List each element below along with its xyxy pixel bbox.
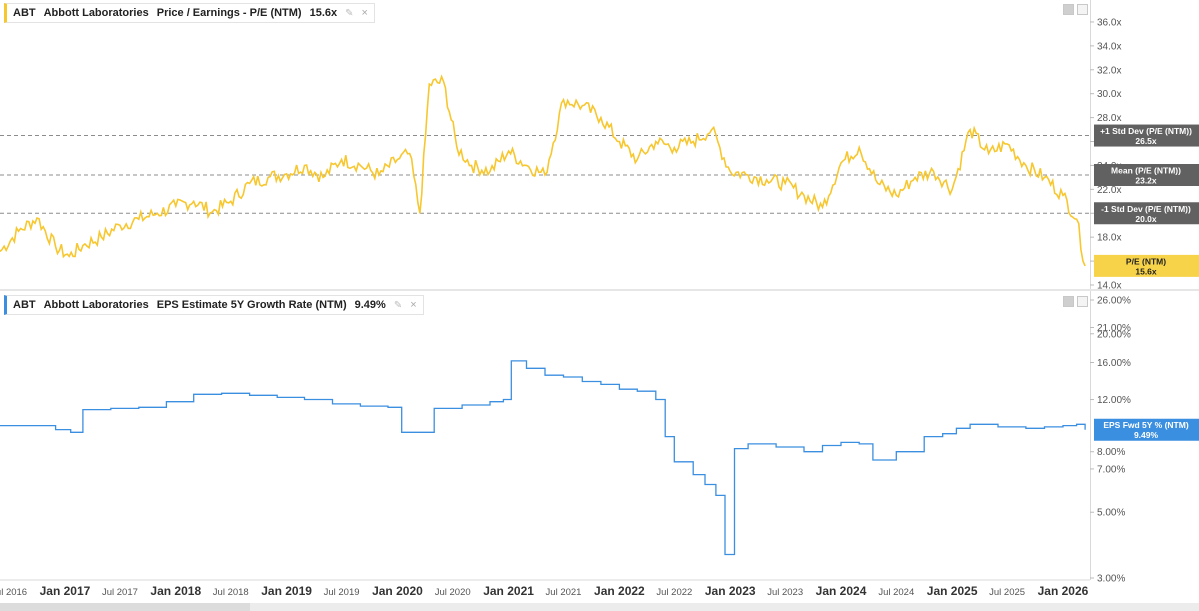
mean-label-title: Mean (P/E (NTM)) [1111, 166, 1181, 176]
x-tick-label: Jul 2022 [656, 587, 692, 598]
pe-current-value: 15.6x [309, 7, 338, 19]
scrollbar-thumb[interactable] [0, 603, 250, 611]
minus-1-std-label-box [1094, 202, 1199, 225]
horizontal-scrollbar[interactable] [0, 603, 1199, 611]
mean-label-value: 23.2x [1135, 176, 1157, 186]
eps-y-tick-label: 3.00% [1097, 574, 1125, 585]
pe-ticker: ABT [13, 7, 36, 19]
eps-current-label-value: 9.49% [1134, 430, 1159, 440]
eps-current-label-box [1094, 418, 1199, 441]
x-tick-label: Jan 2019 [261, 584, 312, 598]
plus-1-std-label-box [1094, 124, 1199, 147]
pe-settings-icon[interactable]: ✎ [345, 7, 354, 19]
pe-panel-tools [1063, 4, 1088, 15]
x-tick-label: Jan 2026 [1038, 584, 1089, 598]
pe-y-tick-label: 28.0x [1097, 113, 1121, 124]
pe-add-icon[interactable] [1063, 4, 1074, 15]
x-tick-label: Jul 2023 [767, 587, 803, 598]
x-tick-label: Jan 2022 [594, 584, 645, 598]
eps-close-icon[interactable]: × [410, 299, 417, 311]
eps-y-tick-label: 12.00% [1097, 395, 1131, 406]
mean-label-box [1094, 164, 1199, 186]
x-tick-label: Jan 2021 [483, 584, 534, 598]
x-tick-label: Jan 2018 [150, 584, 201, 598]
x-tick-label: Jul 2018 [213, 587, 249, 598]
pe-metric-name: Price / Earnings - P/E (NTM) [156, 7, 302, 19]
pe-current-label-box [1094, 254, 1199, 277]
pe-chart-layer: 14.0x16.0x18.0x20.0x22.0x24.0x26.0x28.0x… [0, 17, 1199, 292]
pe-close-icon[interactable]: × [361, 7, 368, 19]
eps-add-icon[interactable] [1063, 296, 1074, 307]
eps-expand-icon[interactable] [1077, 296, 1088, 307]
eps-series-line [0, 360, 1086, 556]
eps-y-tick-label: 16.00% [1097, 358, 1131, 369]
pe-series-header[interactable]: ABT Abbott Laboratories Price / Earnings… [4, 3, 375, 23]
pe-current-label-value: 15.6x [1135, 266, 1157, 276]
eps-y-tick-label: 21.00% [1097, 323, 1131, 334]
pe-company-name: Abbott Laboratories [43, 7, 149, 19]
pe-current-label-title: P/E (NTM) [1126, 256, 1166, 266]
x-tick-label: Jul 2017 [102, 587, 138, 598]
eps-panel-tools [1063, 296, 1088, 307]
eps-series-header[interactable]: ABT Abbott Laboratories EPS Estimate 5Y … [4, 295, 424, 315]
eps-growth-chart-panel [0, 291, 1091, 580]
x-axis: Jul 2016 Jan 2017 Jul 2017 Jan 2018 Jul 2018… [0, 579, 1090, 598]
pe-expand-icon[interactable] [1077, 4, 1088, 15]
eps-y-tick-label: 7.00% [1097, 464, 1125, 475]
eps-metric-name: EPS Estimate 5Y Growth Rate (NTM) [156, 299, 347, 311]
pe-y-tick-label: 36.0x [1097, 17, 1121, 28]
eps-y-tick-label: 8.00% [1097, 447, 1125, 458]
panel-divider[interactable] [0, 289, 1199, 291]
x-tick-label: Jul 2021 [546, 587, 582, 598]
x-tick-label: Jan 2020 [372, 584, 423, 598]
eps-current-label-title: EPS Fwd 5Y % (NTM) [1103, 420, 1188, 430]
x-tick-label: Jul 2019 [324, 587, 360, 598]
x-tick-label: Jul 2016 [0, 587, 27, 598]
pe-series-line [0, 74, 1086, 267]
pe-y-tick-label: 34.0x [1097, 41, 1121, 52]
eps-y-tick-label: 26.00% [1097, 296, 1131, 307]
pe-y-tick-label: 14.0x [1097, 281, 1121, 292]
eps-company-name: Abbott Laboratories [43, 299, 149, 311]
plus-1-std-label-value: 26.5x [1135, 136, 1157, 146]
pe-chart-panel [0, 0, 1091, 289]
eps-chart-layer: 3.00% 5.00% 7.00% 8.00% 12.00% 16.00% 20.00%21… [0, 296, 1199, 585]
x-tick-label: Jan 2017 [40, 584, 91, 598]
x-tick-label: Jul 2025 [989, 587, 1025, 598]
minus-1-std-label-value: 20.0x [1135, 214, 1157, 224]
eps-ticker: ABT [13, 299, 36, 311]
x-tick-label: Jan 2023 [705, 584, 756, 598]
pe-y-tick-label: 32.0x [1097, 65, 1121, 76]
pe-y-tick-label: 18.0x [1097, 233, 1121, 244]
x-tick-label: Jul 2024 [878, 587, 914, 598]
eps-current-value: 9.49% [354, 299, 386, 311]
x-tick-label: Jan 2024 [816, 584, 867, 598]
x-tick-label: Jul 2020 [435, 587, 471, 598]
pe-y-tick-label: 22.0x [1097, 185, 1121, 196]
eps-y-tick-label: 20.00% [1097, 329, 1131, 340]
eps-y-tick-label: 5.00% [1097, 508, 1125, 519]
eps-settings-icon[interactable]: ✎ [393, 299, 403, 311]
minus-1-std-label-title: -1 Std Dev (P/E (NTM)) [1101, 204, 1191, 214]
plus-1-std-label-title: +1 Std Dev (P/E (NTM)) [1100, 126, 1192, 136]
x-tick-label: Jan 2025 [927, 584, 978, 598]
pe-y-tick-label: 30.0x [1097, 89, 1121, 100]
